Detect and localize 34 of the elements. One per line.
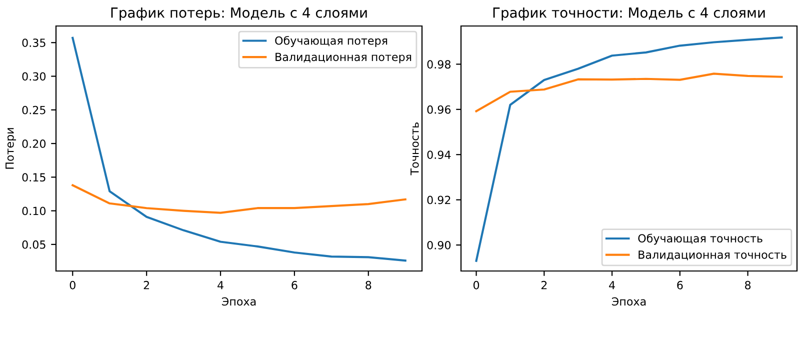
x-tick-label: 2 bbox=[541, 280, 547, 290]
x-tick-label: 6 bbox=[677, 280, 683, 290]
legend-label: Обучающая точность bbox=[638, 234, 762, 245]
y-axis-title: Точность bbox=[410, 122, 419, 176]
chart-title: График точности: Модель с 4 слоями bbox=[493, 8, 765, 21]
y-tick-label: 0.90 bbox=[427, 240, 451, 250]
y-tick-label: 0.10 bbox=[22, 206, 46, 216]
y-tick-label: 0.30 bbox=[22, 72, 46, 81]
y-tick-label: 0.05 bbox=[22, 240, 46, 249]
x-tick-label: 0 bbox=[473, 280, 480, 290]
legend-label: Валидационная точность bbox=[638, 250, 786, 260]
legend-label: Обучающая потеря bbox=[275, 36, 388, 47]
y-tick-label: 0.20 bbox=[22, 139, 46, 148]
x-tick-label: 0 bbox=[70, 280, 76, 290]
chart-title: График потерь: Модель с 4 слоями bbox=[111, 8, 367, 21]
legend-label: Валидационная потеря bbox=[276, 52, 412, 64]
y-tick-label: 0.15 bbox=[22, 173, 46, 182]
x-axis-title: Эпоха bbox=[612, 297, 646, 306]
x-tick-label: 6 bbox=[292, 280, 298, 290]
y-axis-title: Потери bbox=[6, 128, 16, 169]
y-tick-label: 0.98 bbox=[427, 60, 451, 69]
y-tick-label: 0.94 bbox=[427, 150, 451, 159]
x-tick-label: 4 bbox=[218, 281, 224, 290]
line-series bbox=[475, 72, 783, 112]
line-series bbox=[72, 184, 406, 214]
x-tick-label: 4 bbox=[609, 281, 615, 290]
y-tick-label: 0.92 bbox=[427, 196, 450, 204]
x-axis-title: Эпоха bbox=[222, 297, 256, 306]
y-tick-label: 0.25 bbox=[22, 106, 46, 114]
y-tick-label: 0.96 bbox=[427, 105, 451, 114]
y-tick-label: 0.35 bbox=[22, 38, 46, 47]
x-tick-label: 2 bbox=[144, 280, 149, 290]
x-tick-label: 8 bbox=[366, 280, 372, 290]
x-tick-label: 8 bbox=[745, 280, 751, 290]
